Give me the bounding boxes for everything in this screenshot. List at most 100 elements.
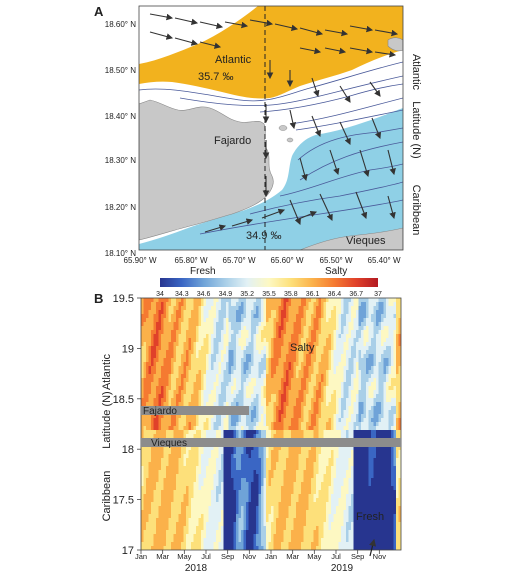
- heatmap-cell: [266, 470, 269, 475]
- heatmap-cell: [223, 454, 227, 459]
- heatmap-cell: [206, 434, 209, 439]
- heatmap-cell: [161, 358, 164, 363]
- heatmap-cell: [263, 346, 267, 351]
- heatmap-cell: [216, 314, 219, 319]
- heatmap-cell: [271, 522, 274, 527]
- heatmap-cell: [263, 350, 267, 355]
- heatmap-cell: [233, 306, 237, 311]
- heatmap-cell: [188, 342, 192, 347]
- heatmap-cell: [231, 382, 234, 387]
- heatmap-cell: [191, 470, 194, 475]
- heatmap-cell: [213, 530, 217, 535]
- heatmap-cell: [268, 526, 272, 531]
- heatmap-cell: [148, 430, 152, 435]
- heatmap-cell: [198, 534, 202, 539]
- heatmap-cell: [238, 318, 242, 323]
- heatmap-cell: [193, 394, 197, 399]
- heatmap-cell: [186, 310, 189, 315]
- heatmap-cell: [211, 390, 214, 395]
- heatmap-cell: [178, 426, 182, 431]
- heatmap-cell: [171, 542, 174, 547]
- heatmap-cell: [273, 490, 277, 495]
- heatmap-cell: [168, 434, 172, 439]
- heatmap-cell: [271, 326, 274, 331]
- heatmap-cell: [226, 298, 229, 303]
- heatmap-cell: [178, 394, 182, 399]
- heatmap-cell: [183, 470, 187, 475]
- heatmap-cell: [281, 406, 284, 411]
- heatmap-cell: [321, 338, 324, 343]
- heatmap-cell: [178, 458, 182, 463]
- heatmap-cell: [271, 378, 274, 383]
- heatmap-cell: [283, 502, 287, 507]
- heatmap-cell: [183, 306, 187, 311]
- heatmap-cell: [191, 302, 194, 307]
- heatmap-cell: [158, 474, 162, 479]
- heatmap-cell: [286, 322, 289, 327]
- heatmap-cell: [261, 402, 264, 407]
- heatmap-cell: [181, 510, 184, 515]
- heatmap-cell: [208, 474, 212, 479]
- heatmap-cell: [168, 458, 172, 463]
- heatmap-cell: [156, 402, 159, 407]
- heatmap-cell: [228, 434, 232, 439]
- heatmap-cell: [208, 510, 212, 515]
- heatmap-cell: [231, 486, 234, 491]
- heatmap-cell: [146, 394, 149, 399]
- heatmap-cell: [328, 434, 332, 439]
- heatmap-cell: [186, 470, 189, 475]
- heatmap-cell: [318, 394, 322, 399]
- heatmap-cell: [313, 314, 317, 319]
- heatmap-cell: [318, 390, 322, 395]
- heatmap-cell: [208, 378, 212, 383]
- heatmap-cell: [228, 398, 232, 403]
- heatmap-cell: [173, 354, 177, 359]
- heatmap-cell: [288, 478, 292, 483]
- heatmap-cell: [198, 378, 202, 383]
- heatmap-cell: [176, 498, 179, 503]
- heatmap-cell: [321, 334, 324, 339]
- heatmap-cell: [333, 462, 337, 467]
- heatmap-cell: [303, 322, 307, 327]
- heatmap-cell: [316, 498, 319, 503]
- heatmap-cell: [251, 434, 254, 439]
- heatmap-cell: [171, 302, 174, 307]
- heatmap-cell: [161, 402, 164, 407]
- heatmap-cell: [201, 418, 204, 423]
- heatmap-cell: [281, 378, 284, 383]
- heatmap-cell: [156, 378, 159, 383]
- heatmap-cell: [291, 394, 294, 399]
- heatmap-cell: [176, 298, 179, 303]
- heatmap-cell: [243, 338, 247, 343]
- heatmap-cell: [238, 322, 242, 327]
- heatmap-cell: [251, 342, 254, 347]
- heatmap-cell: [266, 506, 269, 511]
- heatmap-cell: [303, 486, 307, 491]
- heatmap-cell: [183, 390, 187, 395]
- heatmap-cell: [316, 462, 319, 467]
- heatmap-cell: [331, 426, 334, 431]
- heatmap-cell: [223, 510, 227, 515]
- heatmap-cell: [243, 546, 247, 550]
- heatmap-cell: [153, 350, 157, 355]
- heatmap-cell: [211, 494, 214, 499]
- heatmap-cell: [176, 490, 179, 495]
- heatmap-cell: [161, 322, 164, 327]
- heatmap-cell: [181, 342, 184, 347]
- heatmap-cell: [251, 378, 254, 383]
- heatmap-cell: [306, 430, 309, 435]
- current-vector: [174, 37, 199, 46]
- heatmap-cell: [231, 542, 234, 547]
- heatmap-cell: [146, 326, 149, 331]
- heatmap-cell: [316, 298, 319, 303]
- heatmap-cell: [188, 338, 192, 343]
- heatmap-cell: [158, 334, 162, 339]
- heatmap-cell: [273, 546, 277, 550]
- heatmap-cell: [313, 518, 317, 523]
- heatmap-cell: [303, 366, 307, 371]
- heatmap-cell: [173, 502, 177, 507]
- heatmap-cell: [176, 366, 179, 371]
- heatmap-cell: [141, 462, 144, 467]
- heatmap-cell: [248, 298, 252, 303]
- heatmap-cell: [266, 510, 269, 515]
